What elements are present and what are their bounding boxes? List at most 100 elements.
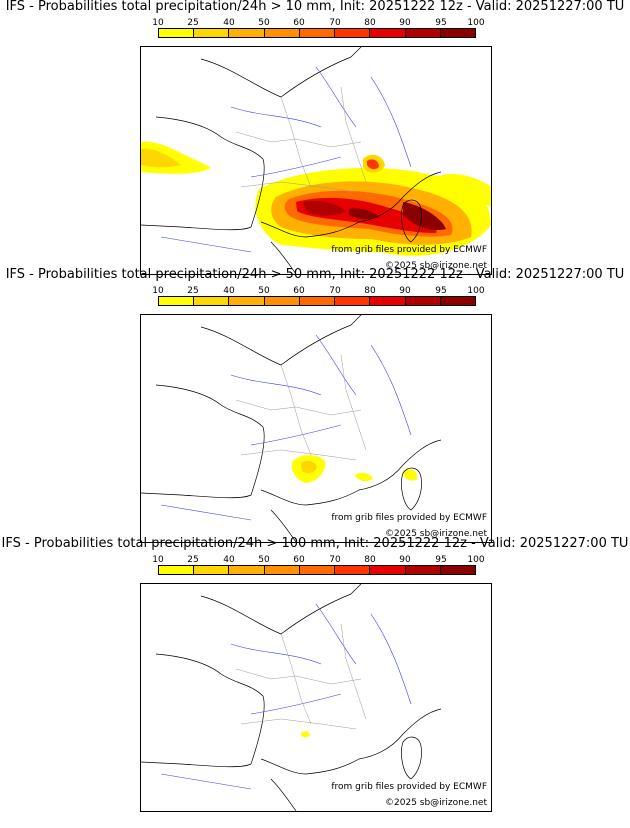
credit-copyright: ©2025 sb@irizone.net [385, 261, 487, 271]
tick-label: 95 [435, 18, 447, 28]
precip-zone [141, 148, 181, 168]
colorbar [158, 565, 476, 575]
colorbar-swatch [264, 297, 300, 305]
colorbar-swatch [440, 297, 475, 305]
colorbar [158, 28, 476, 38]
panel-10mm: IFS - Probabilities total precipitation/… [0, 0, 630, 276]
precip-zone [367, 159, 379, 170]
tick-label: 100 [467, 286, 485, 296]
tick-label: 25 [187, 286, 199, 296]
river [160, 236, 252, 253]
colorbar-swatch [335, 566, 371, 574]
coast-line [200, 315, 362, 366]
admin-border [340, 354, 367, 451]
colorbar-swatch [159, 297, 195, 305]
probability-field [141, 141, 491, 256]
river [250, 156, 342, 178]
colorbar-swatch [405, 297, 441, 305]
colorbar-swatch [440, 29, 475, 37]
coastline [141, 584, 442, 811]
admin-border [235, 131, 362, 148]
tick-label: 95 [435, 286, 447, 296]
river [315, 66, 357, 128]
precip-zone [303, 201, 346, 216]
river [230, 374, 322, 396]
admin-border [235, 668, 362, 685]
map-frame: from grib files provided by ECMWF ©2025 … [140, 314, 492, 543]
probability-field [291, 455, 418, 483]
colorbar-swatch [405, 29, 441, 37]
tick-label: 60 [293, 286, 305, 296]
borders [235, 354, 367, 461]
tick-label: 95 [435, 555, 447, 565]
colorbar-swatch [229, 297, 265, 305]
colorbar-swatch [264, 566, 300, 574]
coast-line [200, 584, 362, 635]
tick-label: 90 [399, 555, 411, 565]
tick-label: 50 [258, 18, 270, 28]
panel-title: IFS - Probabilities total precipitation/… [5, 0, 625, 14]
tick-label: 25 [187, 18, 199, 28]
coast-line [260, 708, 442, 775]
panel-title: IFS - Probabilities total precipitation/… [5, 267, 625, 282]
tick-label: 60 [293, 18, 305, 28]
river [315, 334, 357, 396]
colorbar-swatch [299, 566, 336, 574]
map-frame: from grib files provided by ECMWF ©2025 … [140, 583, 492, 812]
borders [235, 86, 367, 193]
colorbar-swatch [335, 297, 371, 305]
colorbar-swatch [370, 566, 406, 574]
tick-label: 80 [364, 18, 376, 28]
tick-label: 40 [223, 555, 235, 565]
precip-zone [436, 174, 491, 207]
colorbar-swatch [194, 29, 230, 37]
admin-border [235, 399, 362, 416]
rivers [160, 334, 412, 521]
coast-line [270, 241, 297, 274]
coastline [141, 47, 442, 274]
admin-border [240, 449, 357, 461]
probability-field [301, 731, 310, 738]
tick-label: 80 [364, 555, 376, 565]
rivers [160, 66, 412, 253]
rivers [160, 603, 412, 790]
tick-label: 10 [152, 18, 164, 28]
river [230, 643, 322, 665]
borders [235, 623, 367, 730]
colorbar-swatch [264, 29, 300, 37]
river [370, 76, 412, 168]
precip-zone [301, 731, 310, 738]
river [370, 613, 412, 705]
admin-border [340, 623, 367, 720]
colorbar-swatch [370, 297, 406, 305]
admin-border [280, 364, 312, 456]
island-corsica [401, 736, 422, 780]
credit-source: from grib files provided by ECMWF [331, 513, 487, 523]
tick-label: 10 [152, 555, 164, 565]
tick-label: 10 [152, 286, 164, 296]
coastline [141, 315, 442, 542]
tick-label: 70 [329, 555, 341, 565]
coast-line [260, 171, 442, 238]
credit-copyright: ©2025 sb@irizone.net [385, 529, 487, 539]
admin-border [280, 96, 312, 188]
admin-border [240, 181, 357, 193]
river [315, 603, 357, 665]
colorbar-swatch [299, 29, 336, 37]
colorbar-swatch [229, 29, 265, 37]
precip-zone [355, 472, 373, 482]
precip-zone [349, 208, 379, 220]
tick-label: 80 [364, 286, 376, 296]
map-100mm [141, 584, 442, 811]
tick-label: 25 [187, 555, 199, 565]
credit-source: from grib files provided by ECMWF [331, 245, 487, 255]
tick-label: 90 [399, 18, 411, 28]
tick-label: 50 [258, 286, 270, 296]
precip-zone [403, 202, 446, 231]
panel-50mm: IFS - Probabilities total precipitation/… [0, 268, 630, 544]
colorbar-swatch [194, 566, 230, 574]
tick-label: 70 [329, 286, 341, 296]
tick-label: 40 [223, 286, 235, 296]
island-corsica [401, 467, 422, 511]
tick-label: 50 [258, 555, 270, 565]
